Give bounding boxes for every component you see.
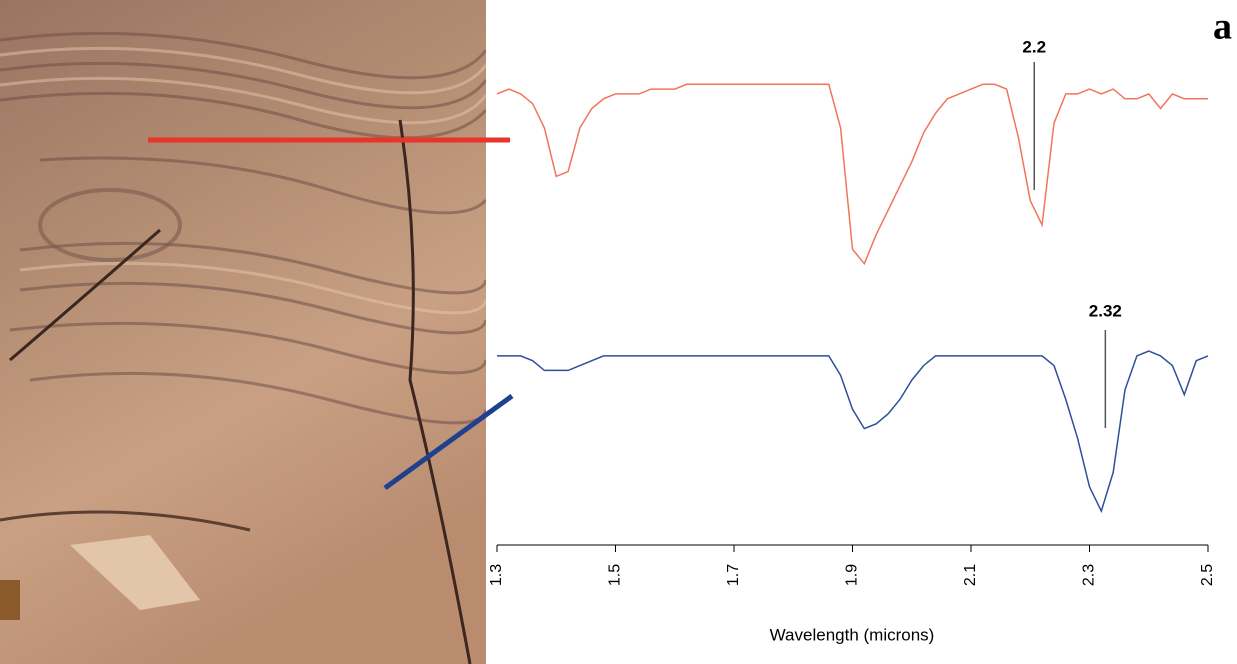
annotation-label: 2.2	[1022, 37, 1046, 56]
rock-photo	[0, 0, 486, 664]
x-tick-label: 1.5	[607, 564, 624, 586]
x-tick-label: 2.3	[1081, 564, 1098, 586]
x-tick-label: 1.9	[844, 564, 861, 586]
annotation-label: 2.32	[1089, 301, 1122, 320]
x-tick-label: 2.5	[1199, 564, 1216, 586]
spectrum-line	[497, 351, 1208, 511]
x-tick-label: 1.3	[488, 564, 505, 586]
panel-label: a	[1213, 6, 1232, 48]
x-tick-label: 2.1	[962, 564, 979, 586]
x-axis-label: Wavelength (microns)	[770, 625, 935, 644]
spectrum-line	[497, 84, 1208, 263]
x-tick-label: 1.7	[725, 564, 742, 586]
figure: a Wavelength (microns) 1.3 1.5 1.7 1.9 2.1 2.…	[0, 0, 1237, 664]
